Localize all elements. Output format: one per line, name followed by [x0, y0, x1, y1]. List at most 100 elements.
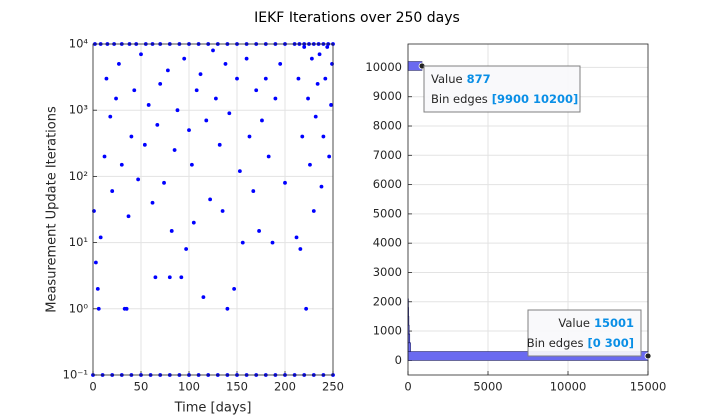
scatter-point — [167, 275, 172, 280]
scatter-point — [117, 62, 121, 66]
scatter-point — [150, 200, 155, 205]
y-tick-label: 5000 — [373, 206, 402, 220]
scatter-point — [136, 177, 141, 182]
scatter-point — [146, 103, 151, 107]
y-tick-label: 9000 — [373, 89, 402, 103]
scatter-point — [294, 235, 299, 240]
datatip-marker — [644, 352, 652, 360]
y-tick-label: 10³ — [69, 103, 89, 117]
scatter-point — [158, 81, 163, 86]
scatter-point — [155, 122, 160, 127]
scatter-point — [110, 189, 115, 193]
scatter-point — [270, 240, 275, 245]
scatter-point — [260, 118, 264, 123]
scatter-point — [153, 275, 158, 280]
datatip-label: Value — [558, 316, 590, 330]
datatip-row: Bin edges [0 300] — [527, 336, 634, 350]
y-tick-label: 7000 — [373, 148, 402, 162]
scatter-point — [204, 118, 209, 123]
scatter-point — [309, 56, 314, 61]
y-tick-label: 6000 — [373, 177, 402, 191]
axes-box — [407, 43, 649, 376]
scatter-point — [235, 76, 239, 81]
scatter-point — [179, 275, 184, 280]
datatip-label: Bin edges — [527, 336, 584, 350]
scatter-point — [257, 229, 261, 233]
scatter-point — [104, 76, 109, 81]
datatip-edges: [9900 10200] — [492, 92, 579, 106]
y-tick-label: 2000 — [373, 294, 402, 308]
scatter-point — [198, 72, 203, 77]
scatter-point — [98, 235, 103, 240]
scatter-point — [302, 45, 307, 49]
scatter-point — [323, 76, 328, 81]
scatter-point — [317, 52, 322, 57]
x-tick-label: 250 — [322, 380, 344, 394]
scatter-point — [313, 114, 318, 119]
datatip-box — [527, 309, 642, 357]
scatter-point — [244, 56, 249, 61]
scatter-point — [165, 68, 170, 73]
y-tick-label: 10⁴ — [69, 37, 89, 51]
scatter-point — [225, 306, 230, 311]
scatter-point — [223, 62, 228, 66]
scatter-point — [182, 56, 187, 61]
scatter-point — [308, 162, 312, 167]
x-tick-label: 0 — [89, 380, 96, 394]
scatter-point — [96, 306, 101, 311]
datatip-row: Value 877 — [431, 72, 491, 86]
scatter-point — [237, 169, 242, 174]
y-axis-label: Measurement Update Iterations — [45, 106, 60, 313]
x-tick-label: 5000 — [473, 380, 502, 394]
scatter-point — [300, 134, 305, 139]
datatip-label: Bin edges — [431, 92, 488, 106]
y-tick-label: 3000 — [373, 265, 402, 279]
scatter-point — [95, 286, 100, 291]
datatip-row: Value 15001 — [558, 316, 634, 330]
scatter-point — [321, 134, 326, 139]
scatter-point — [191, 220, 196, 225]
scatter-point — [129, 134, 134, 139]
scatter-point — [175, 108, 180, 113]
scatter-point — [266, 154, 271, 159]
y-tick-label: 10000 — [365, 60, 402, 74]
scatter-point — [247, 134, 252, 139]
scatter-point — [93, 260, 98, 265]
scatter-point — [108, 114, 113, 119]
x-tick-label: 150 — [226, 380, 248, 394]
scatter-point — [327, 154, 332, 159]
scatter-point — [114, 96, 118, 101]
x-tick-label: 100 — [178, 380, 200, 394]
scatter-point — [194, 88, 199, 93]
scatter-point — [142, 142, 147, 147]
scatter-point — [126, 214, 131, 219]
x-axis-label: Time [days] — [174, 401, 252, 416]
scatter-point — [296, 76, 301, 81]
scatter-point — [315, 81, 320, 86]
scatter-point — [124, 306, 129, 311]
y-tick-label: 1000 — [373, 324, 402, 338]
y-tick-label: 10⁰ — [69, 301, 89, 315]
x-tick-label: 15000 — [630, 380, 667, 394]
datatip-box — [423, 65, 581, 113]
scatter-point — [189, 162, 194, 167]
scatter-point — [319, 184, 324, 189]
scatter-point — [278, 62, 283, 66]
scatter-point — [227, 111, 232, 116]
scatter-point — [329, 103, 333, 107]
x-tick-label: 10000 — [550, 380, 587, 394]
y-tick-label: 10¹ — [69, 235, 88, 249]
scatter-point — [184, 247, 189, 251]
scatter-point — [201, 295, 206, 300]
y-tick-label: 10² — [69, 169, 88, 183]
datatip-row: Bin edges [9900 10200] — [431, 92, 578, 106]
y-tick-label: 0 — [395, 353, 402, 367]
figure-title: IEKF Iterations over 250 days — [254, 10, 460, 26]
scatter-point — [263, 76, 268, 81]
scatter-point — [298, 247, 303, 251]
scatter-point — [102, 154, 107, 159]
y-tick-label: 4000 — [373, 236, 402, 250]
scatter-point — [162, 180, 166, 185]
scatter-point — [304, 306, 309, 311]
y-tick-label: 8000 — [373, 119, 402, 133]
